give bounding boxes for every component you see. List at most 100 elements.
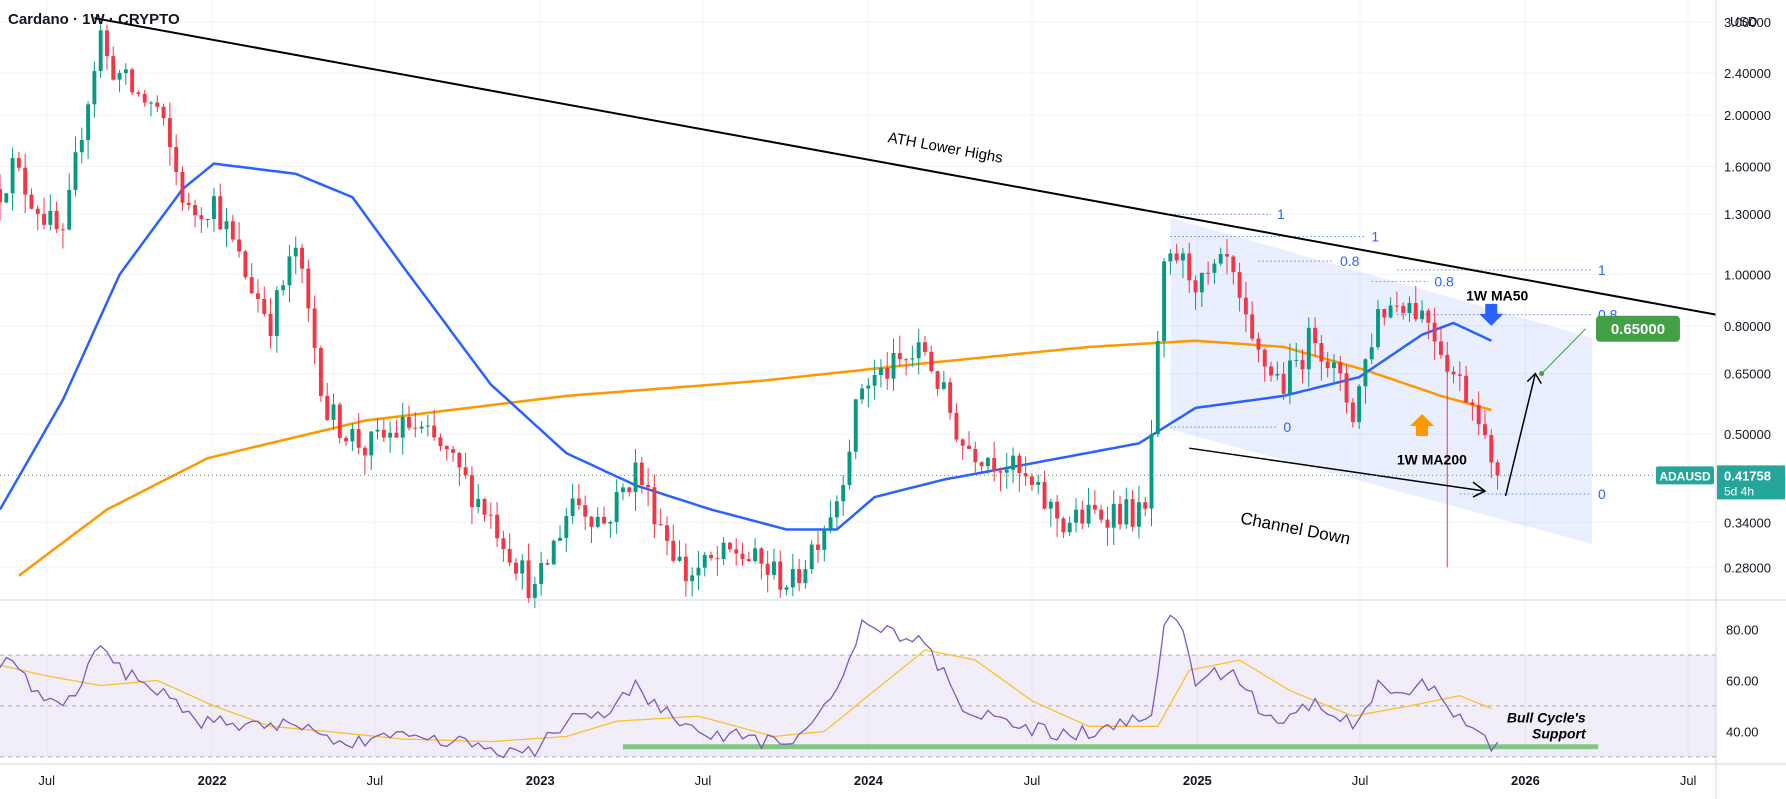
candle[interactable] xyxy=(992,441,997,482)
candle[interactable] xyxy=(35,205,40,231)
candle[interactable] xyxy=(105,24,109,70)
candle[interactable] xyxy=(211,187,216,232)
candle[interactable] xyxy=(10,147,15,211)
candle[interactable] xyxy=(312,295,317,365)
candle[interactable] xyxy=(149,101,153,117)
candle[interactable] xyxy=(677,540,682,563)
candle[interactable] xyxy=(545,559,550,566)
candle[interactable] xyxy=(4,193,9,204)
candle[interactable] xyxy=(457,451,462,486)
candle[interactable] xyxy=(514,558,518,581)
candle[interactable] xyxy=(123,63,128,85)
candle[interactable] xyxy=(652,474,657,539)
candle[interactable] xyxy=(344,435,349,446)
candle[interactable] xyxy=(1464,365,1469,403)
candle[interactable] xyxy=(432,409,437,441)
candle[interactable] xyxy=(186,192,191,211)
candle[interactable] xyxy=(1086,487,1091,528)
candle[interactable] xyxy=(935,370,940,396)
candle[interactable] xyxy=(407,405,411,431)
candle[interactable] xyxy=(419,420,424,434)
candle[interactable] xyxy=(897,335,902,366)
candle[interactable] xyxy=(551,539,556,565)
candle[interactable] xyxy=(973,441,978,475)
candle[interactable] xyxy=(558,525,562,542)
candle[interactable] xyxy=(318,345,323,403)
candle[interactable] xyxy=(1193,275,1198,310)
candle[interactable] xyxy=(1092,490,1097,515)
candle[interactable] xyxy=(1017,452,1022,492)
candle[interactable] xyxy=(1011,447,1016,484)
candle[interactable] xyxy=(306,259,311,322)
candle[interactable] xyxy=(1489,429,1494,478)
candle[interactable] xyxy=(923,335,927,356)
candle[interactable] xyxy=(381,419,386,443)
candle[interactable] xyxy=(256,279,260,313)
candle[interactable] xyxy=(740,542,745,566)
candle[interactable] xyxy=(1231,254,1236,285)
candle[interactable] xyxy=(274,286,279,353)
candle[interactable] xyxy=(218,183,223,231)
candle[interactable] xyxy=(759,547,764,580)
candle[interactable] xyxy=(1036,474,1041,495)
candle[interactable] xyxy=(0,174,2,221)
candle[interactable] xyxy=(42,197,46,230)
candle[interactable] xyxy=(167,102,172,166)
candle[interactable] xyxy=(841,475,846,516)
candle[interactable] xyxy=(86,101,91,160)
candle[interactable] xyxy=(249,263,254,294)
candle[interactable] xyxy=(1275,361,1280,381)
candle[interactable] xyxy=(199,207,204,234)
candle[interactable] xyxy=(822,525,827,562)
candle[interactable] xyxy=(602,506,607,525)
candle[interactable] xyxy=(180,166,185,211)
candle[interactable] xyxy=(891,338,896,391)
candle[interactable] xyxy=(1155,330,1160,438)
candle[interactable] xyxy=(1023,456,1028,486)
candle[interactable] xyxy=(1004,452,1009,489)
candle[interactable] xyxy=(375,418,380,440)
candle[interactable] xyxy=(67,173,72,231)
candle[interactable] xyxy=(526,543,531,603)
candle[interactable] xyxy=(532,576,537,609)
candle[interactable] xyxy=(614,479,619,534)
candle[interactable] xyxy=(444,444,449,461)
candle[interactable] xyxy=(1181,248,1185,279)
candle[interactable] xyxy=(98,21,103,79)
candle[interactable] xyxy=(16,152,21,172)
candle[interactable] xyxy=(174,134,179,186)
candle[interactable] xyxy=(425,414,430,437)
candle[interactable] xyxy=(476,483,481,514)
candle[interactable] xyxy=(1438,327,1443,359)
candle[interactable] xyxy=(941,370,946,391)
candle[interactable] xyxy=(1344,364,1349,414)
candle[interactable] xyxy=(1470,398,1475,421)
candle[interactable] xyxy=(1256,332,1261,363)
candle[interactable] xyxy=(130,67,135,96)
candle[interactable] xyxy=(665,516,669,556)
candle[interactable] xyxy=(268,297,273,349)
candle[interactable] xyxy=(1212,259,1217,284)
candle[interactable] xyxy=(287,245,292,303)
candle[interactable] xyxy=(1269,361,1273,382)
candle[interactable] xyxy=(1218,247,1223,266)
candle[interactable] xyxy=(1130,490,1135,532)
candle[interactable] xyxy=(142,89,147,107)
candle[interactable] xyxy=(1061,516,1066,538)
candle[interactable] xyxy=(564,507,569,552)
candle[interactable] xyxy=(1287,343,1292,404)
candle[interactable] xyxy=(337,402,342,444)
candle[interactable] xyxy=(1149,419,1154,527)
candle[interactable] xyxy=(1099,504,1104,524)
candle[interactable] xyxy=(1162,257,1167,358)
candle[interactable] xyxy=(1105,506,1110,546)
candle[interactable] xyxy=(1401,302,1406,320)
candle[interactable] xyxy=(734,538,739,566)
candle[interactable] xyxy=(998,467,1003,492)
candle[interactable] xyxy=(797,558,802,592)
candle[interactable] xyxy=(48,194,53,231)
candle[interactable] xyxy=(488,502,493,529)
candle[interactable] xyxy=(1199,272,1204,307)
candle[interactable] xyxy=(136,90,141,97)
